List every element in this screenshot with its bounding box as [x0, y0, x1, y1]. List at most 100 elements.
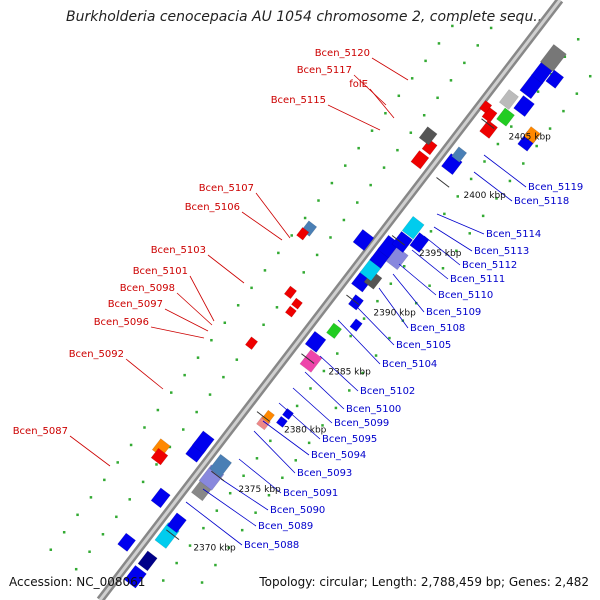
- gene-label-reverse: folE: [349, 79, 368, 90]
- guide-dot: [402, 264, 406, 268]
- guide-dot: [269, 439, 272, 443]
- gene-block: [166, 512, 187, 534]
- gene-label-forward: Bcen_5093: [297, 468, 352, 479]
- gene-rect: [391, 231, 413, 253]
- gene-labels: Bcen_5120 Bcen_5117 folE Bcen_5115 Bcen_5107…: [13, 48, 584, 551]
- map-title: Burkholderia cenocepacia AU 1054 chromos…: [66, 9, 547, 25]
- gene-block: [479, 119, 498, 139]
- guide-dot: [476, 44, 479, 47]
- guide-dot: [436, 96, 439, 100]
- guide-dot: [309, 387, 312, 390]
- gene-block: [451, 146, 468, 163]
- gene-label-forward: Bcen_5119: [528, 182, 583, 193]
- guide-dot: [103, 478, 106, 482]
- kbp-tick: [346, 294, 360, 306]
- guide-dot: [128, 498, 131, 501]
- guide-dot: [76, 513, 79, 517]
- gene-block: [352, 229, 375, 251]
- guide-dot: [535, 144, 538, 148]
- gene-rect: [150, 447, 169, 466]
- gene-block: [545, 69, 565, 89]
- gene-rect: [282, 408, 294, 420]
- gene-rect: [137, 550, 158, 572]
- gene-label-reverse: Bcen_5106: [185, 202, 240, 213]
- gene-block: [349, 318, 363, 332]
- guide-dot: [522, 162, 525, 165]
- gene-block: [209, 453, 233, 478]
- gene-label-forward: Bcen_5111: [450, 274, 505, 285]
- guide-dot: [263, 269, 267, 272]
- guide-dot: [443, 212, 446, 216]
- leader-line: [241, 211, 283, 241]
- gene-label-reverse: Bcen_5115: [271, 95, 326, 106]
- kbp-tick-label: 2380 kbp: [284, 425, 327, 435]
- leader-line: [220, 478, 269, 511]
- guide-dot: [357, 146, 360, 150]
- gene-block: [377, 234, 400, 259]
- guide-dot: [254, 511, 257, 514]
- guide-dot: [315, 253, 319, 257]
- guide-dot: [456, 195, 459, 198]
- guide-dot: [62, 531, 66, 534]
- leader-line: [423, 235, 461, 266]
- gene-label-reverse: Bcen_5103: [151, 245, 206, 256]
- guide-dot: [334, 406, 338, 410]
- leader-line: [185, 501, 243, 546]
- guide-dot: [382, 166, 386, 169]
- guide-dot: [489, 26, 493, 30]
- leader-line: [255, 192, 291, 239]
- guide-dot: [235, 358, 239, 361]
- leader-line: [353, 74, 387, 106]
- guide-dot: [370, 129, 374, 132]
- guide-dot: [88, 550, 91, 553]
- leader-line: [189, 275, 215, 322]
- guide-dot: [536, 90, 540, 93]
- gene-rect: [326, 322, 343, 340]
- guide-dot: [563, 55, 567, 58]
- guide-dot: [342, 218, 346, 222]
- guide-dot: [429, 230, 433, 233]
- guide-dot: [317, 199, 320, 202]
- gene-label-forward: Bcen_5105: [396, 340, 451, 351]
- kbp-tick-label: 2400 kbp: [463, 191, 506, 201]
- guide-dot: [116, 461, 119, 464]
- leader-line: [371, 57, 409, 81]
- guide-dot: [321, 424, 324, 427]
- guide-dot: [437, 42, 441, 45]
- gene-block: [284, 305, 297, 318]
- gene-label-forward: Bcen_5094: [311, 450, 366, 461]
- gene-rect: [290, 297, 303, 310]
- guide-dot: [376, 299, 379, 303]
- leader-line: [125, 358, 164, 390]
- leader-line: [319, 355, 359, 392]
- guide-dot: [295, 404, 299, 408]
- leader-line: [356, 306, 395, 346]
- leader-line: [150, 326, 205, 339]
- gene-rect: [296, 226, 310, 241]
- guide-dot: [49, 548, 53, 551]
- leader-line: [69, 435, 111, 467]
- gene-block: [391, 231, 413, 253]
- guide-dot: [410, 77, 414, 80]
- gene-rect: [479, 100, 493, 114]
- gene-block: [261, 409, 275, 424]
- gene-label-forward: Bcen_5099: [334, 418, 389, 429]
- guide-dot: [414, 301, 418, 305]
- leader-line: [378, 287, 409, 329]
- gene-rect: [150, 487, 171, 509]
- leader-line: [176, 292, 213, 326]
- gene-block: [523, 126, 541, 144]
- gene-rect: [421, 138, 438, 156]
- guide-dot: [463, 61, 466, 65]
- guide-dot: [374, 354, 378, 357]
- guide-dot: [143, 426, 146, 429]
- guide-dot: [156, 408, 160, 412]
- guide-dot: [182, 428, 185, 431]
- gene-label-forward: Bcen_5113: [474, 246, 529, 257]
- leader-line: [262, 420, 310, 456]
- guide-dot: [575, 92, 579, 95]
- gene-block: [304, 330, 327, 353]
- leader-line: [207, 254, 245, 284]
- guide-dot: [481, 214, 485, 218]
- guide-dot: [89, 496, 93, 499]
